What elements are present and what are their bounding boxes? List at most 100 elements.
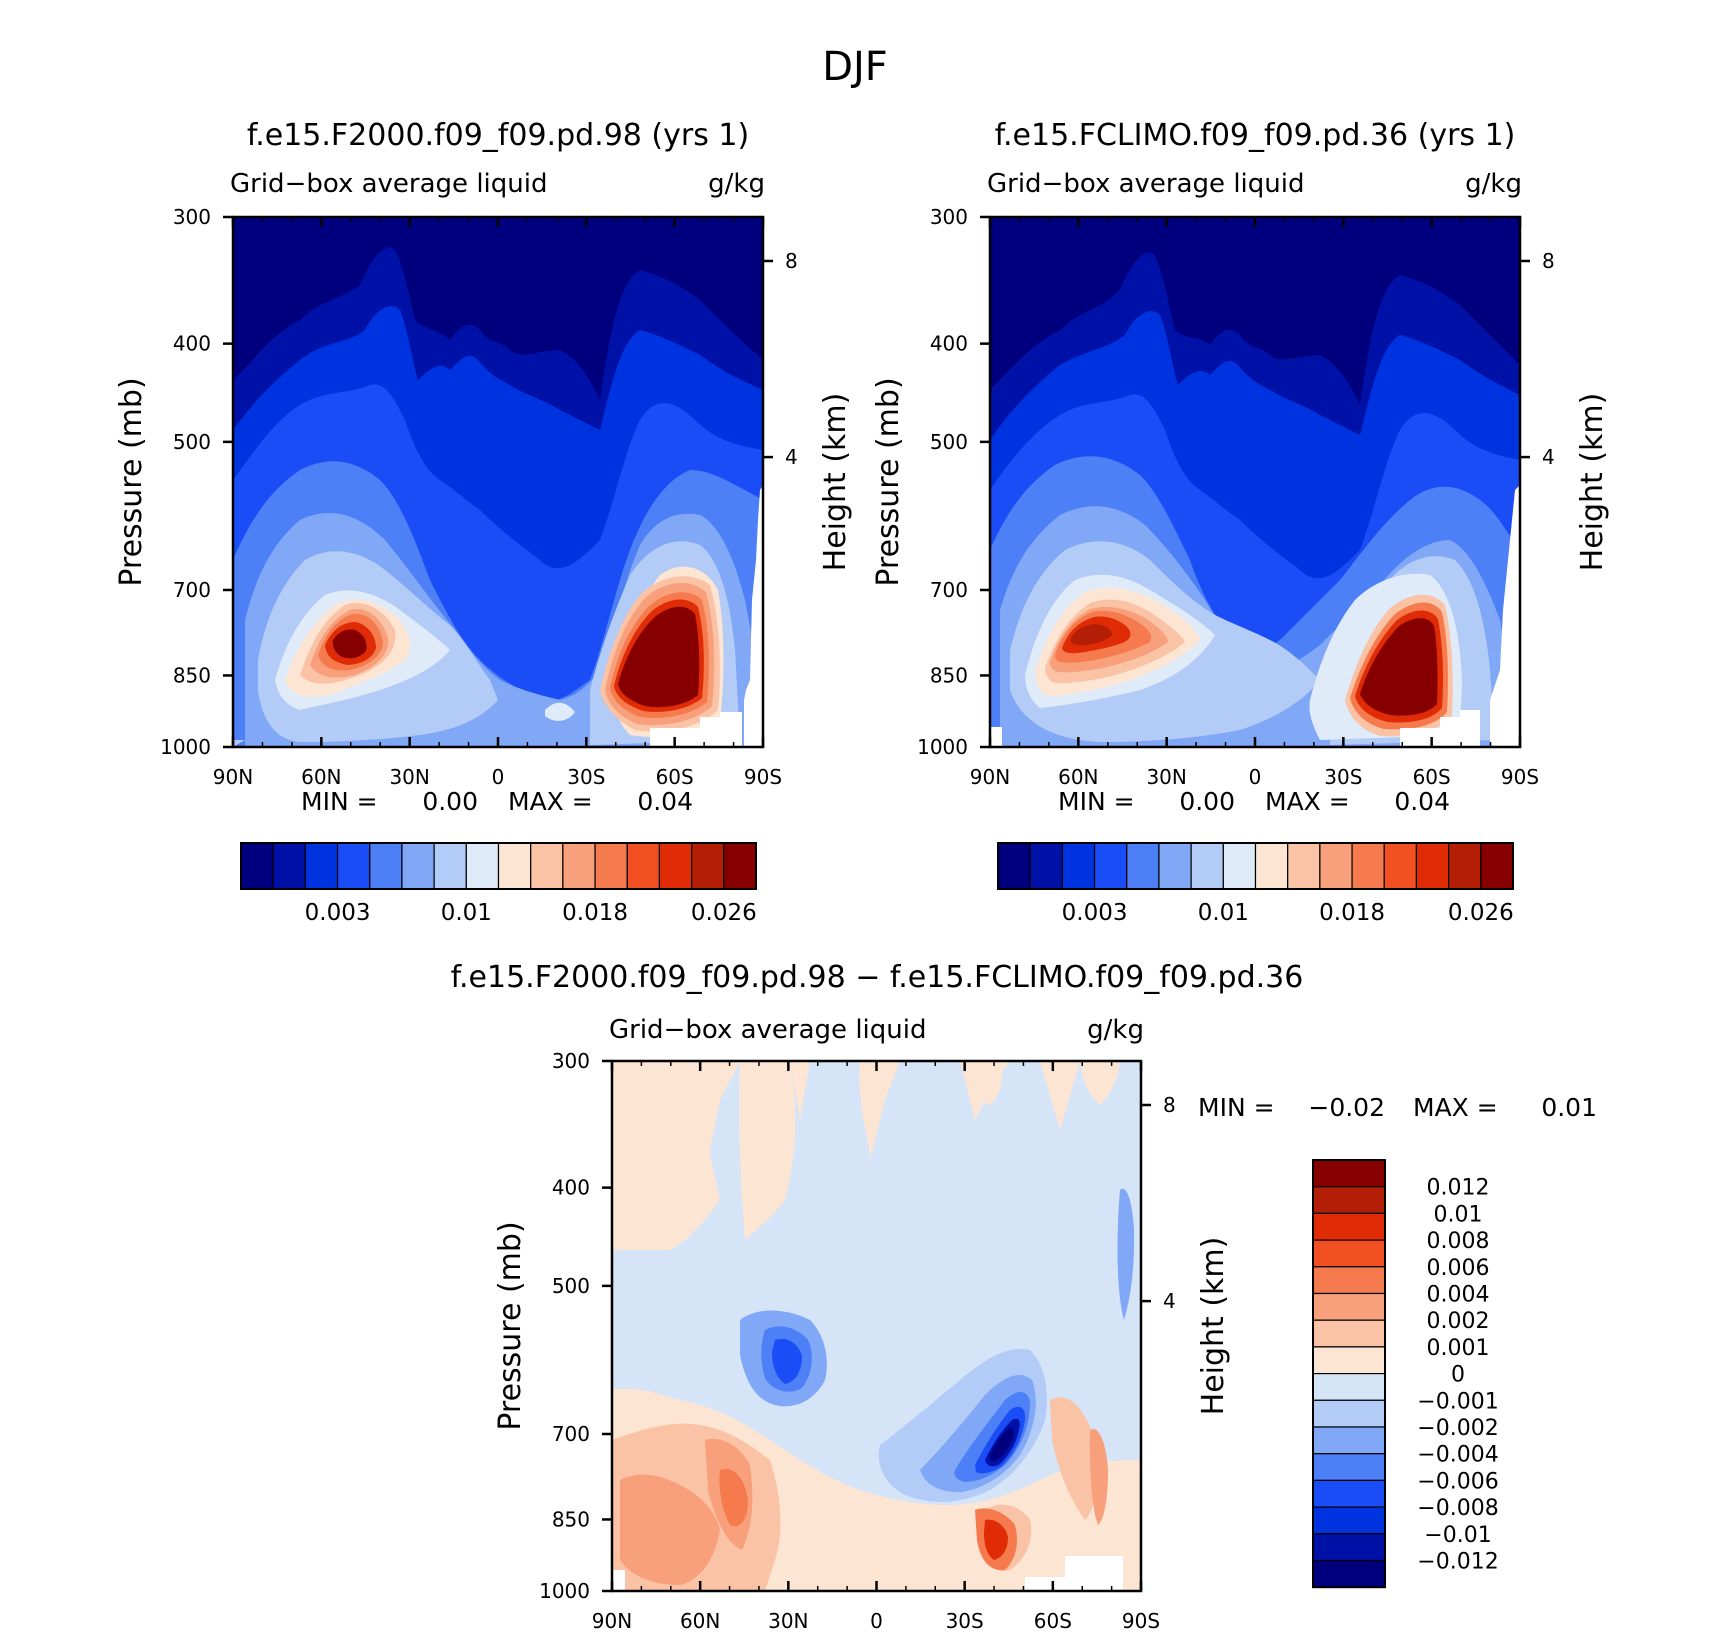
panel-2-y-tick-label: 300 [930, 205, 968, 229]
panel-2-colorbar-label: 0.026 [1448, 900, 1514, 926]
panel-1-x-tick-label: 90N [213, 765, 253, 789]
panel-2-x-tick-label: 90N [970, 765, 1010, 789]
panel-2-colorbar-box [1319, 842, 1353, 890]
panel-2-field [990, 217, 1520, 747]
panel-3-x-tick-label: 30S [946, 1609, 984, 1633]
panel-3-colorbar-label: 0.01 [1434, 1202, 1483, 1227]
panel-1-y-right-tick-label: 4 [785, 445, 798, 469]
panel-2-colorbar-box [1190, 842, 1224, 890]
panel-3-colorbar-box [1312, 1559, 1386, 1588]
panel-2-title: f.e15.FCLIMO.f09_f09.pd.36 (yrs 1) [995, 118, 1516, 153]
panel-1-colorbar-label: 0.026 [691, 900, 757, 926]
panel-1-colorbar-box [240, 842, 274, 890]
panel-1-min-value: 0.00 [422, 787, 478, 816]
panel-1-units: g/kg [708, 169, 765, 199]
panel-2-ylabel-right: Height (km) [1575, 393, 1610, 572]
panel-1-max-label: MAX = [508, 787, 593, 816]
panel-2-colorbar-box [1029, 842, 1063, 890]
panel-2-max-value: 0.04 [1394, 787, 1450, 816]
panel-1-y-tick-label: 500 [173, 430, 211, 454]
panel-3-y-tick-label: 400 [552, 1176, 590, 1200]
panel-2-min-value: 0.00 [1179, 787, 1235, 816]
panel-1-colorbar-box [530, 842, 564, 890]
panel-3-field [612, 1061, 1141, 1591]
panel-3-x-tick-label: 0 [870, 1609, 883, 1633]
panel-3-colorbar-frame [1312, 1159, 1386, 1589]
panel-2-x-tick-label: 60N [1058, 765, 1098, 789]
panel-3-y-tick-label: 700 [552, 1422, 590, 1446]
panel-3-colorbar-label: 0.006 [1427, 1256, 1490, 1281]
panel-3-colorbar-label: −0.001 [1417, 1389, 1498, 1414]
panel-3-colorbar-label: 0.004 [1427, 1283, 1490, 1308]
panel-3-colorbar-box [1312, 1479, 1386, 1508]
panel-2-y-tick-label: 400 [930, 332, 968, 356]
panel-1-colorbar-box [691, 842, 725, 890]
panel-3-x-tick-label: 60S [1034, 1609, 1072, 1633]
panel-3-x-tick-label: 90N [592, 1609, 632, 1633]
panel-2-units: g/kg [1465, 169, 1522, 199]
panel-2-colorbar-box [1254, 842, 1289, 890]
panel-1-colorbar-box [497, 842, 532, 890]
panel-3-colorbar-label: −0.012 [1417, 1550, 1498, 1575]
panel-2-min-label: MIN = [1058, 787, 1135, 816]
panel-3-ylabel-right: Height (km) [1196, 1237, 1231, 1416]
panel-2-x-tick-label: 90S [1501, 765, 1539, 789]
panel-3-colorbar-box [1312, 1239, 1386, 1268]
panel-1-min-label: MIN = [301, 787, 378, 816]
panel-3-colorbar-box [1312, 1506, 1386, 1535]
panel-1-colorbar-box [594, 842, 628, 890]
panel-1-colorbar-box [626, 842, 661, 890]
panel-2-y-tick-label: 500 [930, 430, 968, 454]
panel-1-colorbar-label: 0.01 [441, 900, 492, 926]
panel-3-colorbar-box [1312, 1159, 1386, 1188]
panel-3-y-tick-label: 300 [552, 1049, 590, 1073]
panel-3-colorbar-box [1312, 1319, 1386, 1348]
panel-2-colorbar-box [1061, 842, 1096, 890]
panel-1-colorbar-box [658, 842, 693, 890]
panel-3-colorbar-label: −0.006 [1417, 1469, 1498, 1494]
panel-2-colorbar-box [1158, 842, 1192, 890]
panel-2-colorbar-label: 0.003 [1062, 900, 1128, 926]
panel-3-ylabel: Pressure (mb) [493, 1221, 528, 1430]
panel-2-y-tick-label: 850 [930, 663, 968, 687]
panel-3-y-right-tick-label: 4 [1163, 1289, 1176, 1313]
panel-3-y-right-tick-label: 8 [1163, 1093, 1176, 1117]
panel-1-x-tick-label: 0 [492, 765, 505, 789]
panel-3-x-tick-label: 90S [1122, 1609, 1160, 1633]
panel-1-colorbar-box [723, 842, 757, 890]
panel-2-colorbar-label: 0.01 [1198, 900, 1249, 926]
panel-3: f.e15.F2000.f09_f09.pd.98 − f.e15.FCLIMO… [451, 960, 1303, 1593]
panel-1-colorbar-box [336, 842, 371, 890]
panel-3-colorbar-label: −0.002 [1417, 1416, 1498, 1441]
panel-2-colorbar-box [1093, 842, 1128, 890]
panel-1-variable: Grid−box average liquid [230, 169, 547, 199]
panel-1-colorbar-label: 0.003 [305, 900, 371, 926]
panel-1-colorbar-box [465, 842, 500, 890]
panel-2-y-tick-label: 700 [930, 578, 968, 602]
panel-3-colorbar-box [1312, 1346, 1386, 1375]
panel-3-colorbar-label: 0.002 [1427, 1309, 1490, 1334]
panel-1-x-tick-label: 30S [567, 765, 605, 789]
panel-3-colorbar-box [1312, 1186, 1386, 1214]
panel-1-ylabel-right: Height (km) [818, 393, 853, 572]
panel-2-colorbar-box [997, 842, 1031, 890]
panel-2-ylabel: Pressure (mb) [871, 377, 906, 586]
panel-3-colorbar-label: −0.01 [1424, 1523, 1491, 1548]
panel-2-colorbar-frame [997, 842, 1514, 890]
panel-1-colorbar-box [433, 842, 467, 890]
page-title: DJF [822, 44, 888, 90]
panel-2-x-tick-label: 30S [1324, 765, 1362, 789]
panel-2-colorbar-box [1383, 842, 1418, 890]
panel-2-colorbar-box [1287, 842, 1321, 890]
panel-1-colorbar-box [401, 842, 435, 890]
panel-1: f.e15.F2000.f09_f09.pd.98 (yrs 1) Grid−b… [230, 118, 765, 749]
panel-3-colorbar-box [1312, 1426, 1386, 1455]
panel-3-x-tick-label: 60N [680, 1609, 720, 1633]
panel-1-x-tick-label: 30N [389, 765, 429, 789]
panel-2-y-tick-label: 1000 [917, 735, 968, 759]
panel-3-colorbar-label: 0.001 [1427, 1336, 1490, 1361]
panel-1-y-tick-label: 700 [173, 578, 211, 602]
panel-1-y-tick-label: 1000 [160, 735, 211, 759]
panel-3-min-value: −0.02 [1308, 1093, 1385, 1122]
